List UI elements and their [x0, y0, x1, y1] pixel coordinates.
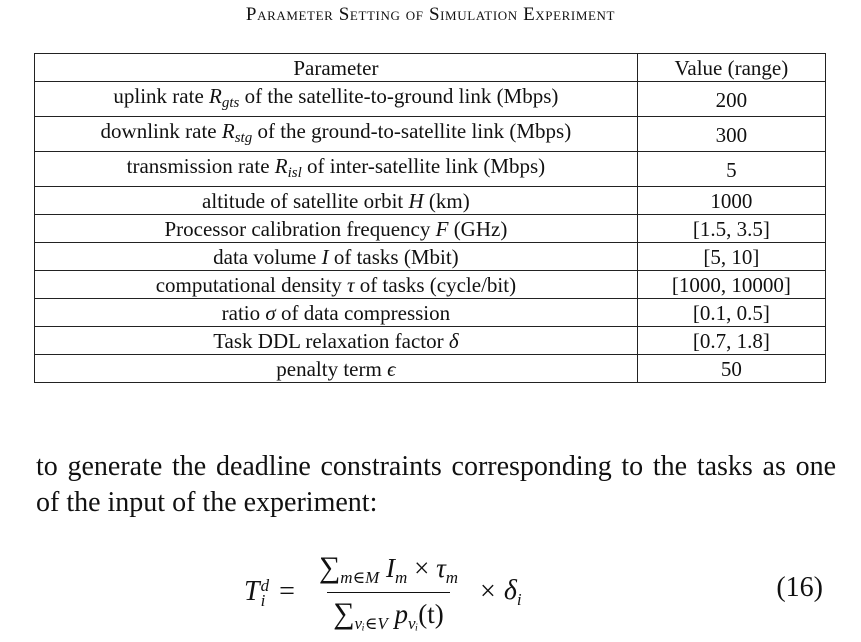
parameter-cell: transmission rate Risl of inter-satellit…: [34, 151, 638, 187]
eq-num-expr2-sub: m: [445, 567, 459, 587]
parameter-text: transmission rate: [126, 154, 275, 178]
body-paragraph: to generate the deadline constraints cor…: [36, 451, 836, 518]
parameter-text-suffix: of inter-satellite link (Mbps): [301, 154, 546, 178]
eq-times: ×: [480, 576, 496, 607]
parameter-cell: computational density τ of tasks (cycle/…: [34, 270, 638, 299]
eq-denominator: ∑vᵢ∈V pvᵢ(t): [327, 591, 450, 634]
parameter-cell: Processor calibration frequency F (GHz): [34, 214, 638, 243]
eq-fraction: ∑m∈M Im × τm ∑vᵢ∈V pvᵢ(t): [313, 551, 464, 634]
parameter-cell: Task DDL relaxation factor δ: [34, 326, 638, 355]
table-row: transmission rate Risl of inter-satellit…: [34, 151, 827, 187]
value-cell: [0.7, 1.8]: [636, 326, 827, 355]
parameter-symbol: R: [209, 84, 222, 108]
parameter-text: computational density: [155, 273, 348, 297]
table-row: downlink rate Rstg of the ground-to-sate…: [34, 116, 827, 152]
parameter-text-suffix: (km): [423, 189, 470, 213]
parameter-symbol: ϵ: [387, 357, 396, 381]
parameter-symbol: R: [221, 119, 235, 143]
header-value: Value (range): [636, 53, 827, 82]
table-row: Processor calibration frequency F (GHz)[…: [34, 214, 827, 243]
parameter-symbol: τ: [347, 273, 355, 297]
eq-num-expr: I: [386, 552, 396, 583]
equation-number: (16): [776, 572, 823, 603]
parameter-symbol-subscript: stg: [234, 130, 253, 146]
eq-lhs-sub: i: [260, 591, 266, 611]
value-cell: 300: [636, 116, 827, 152]
value-cell: [1000, 10000]: [636, 270, 827, 299]
parameter-cell: ratio σ of data compression: [34, 298, 638, 327]
parameter-text: ratio: [221, 301, 266, 325]
parameter-symbol-subscript: gts: [221, 95, 240, 111]
parameter-text: altitude of satellite orbit: [202, 189, 409, 213]
parameter-cell: downlink rate Rstg of the ground-to-sate…: [34, 116, 638, 152]
value-cell: 200: [636, 81, 827, 117]
parameter-text-suffix: of data compression: [275, 301, 451, 325]
eq-den-sigma: ∑: [333, 596, 355, 630]
parameter-cell: data volume I of tasks (Mbit): [34, 242, 638, 271]
parameter-text: Task DDL relaxation factor: [213, 329, 449, 353]
parameter-text: downlink rate: [100, 119, 222, 143]
parameter-cell: altitude of satellite orbit H (km): [34, 186, 638, 215]
table-row: data volume I of tasks (Mbit) [5, 10]: [34, 242, 827, 271]
parameter-symbol: H: [408, 189, 424, 213]
parameter-text: data volume: [213, 245, 322, 269]
table-row: penalty term ϵ 50: [34, 354, 827, 383]
parameter-symbol: R: [274, 154, 288, 178]
parameter-text-suffix: of the satellite-to-ground link (Mbps): [239, 84, 559, 108]
parameter-cell: uplink rate Rgts of the satellite-to-gro…: [34, 81, 638, 117]
value-cell: 5: [636, 151, 827, 187]
parameter-text-suffix: (GHz): [448, 217, 508, 241]
parameter-table: Parameter Value (range) uplink rate Rgts…: [34, 53, 827, 383]
table-caption: Parameter Setting of Simulation Experime…: [245, 4, 616, 25]
eq-numerator: ∑m∈M Im × τm: [313, 551, 464, 592]
eq-num-expr2: τ: [436, 552, 446, 583]
eq-den-expr-sub: vᵢ: [408, 613, 419, 633]
table-header-row: Parameter Value (range): [34, 53, 827, 82]
table-body: uplink rate Rgts of the satellite-to-gro…: [34, 81, 827, 383]
eq-rhs-symbol: δ: [503, 574, 517, 606]
parameter-symbol: δ: [448, 329, 459, 353]
table-row: computational density τ of tasks (cycle/…: [34, 270, 827, 299]
table-row: uplink rate Rgts of the satellite-to-gro…: [34, 81, 827, 117]
parameter-text: Processor calibration frequency: [164, 217, 436, 241]
table-row: ratio σ of data compression [0.1, 0.5]: [34, 298, 827, 327]
eq-num-sigma: ∑: [318, 550, 341, 584]
eq-lhs-sup: d: [260, 576, 270, 596]
parameter-symbol: I: [321, 245, 329, 269]
value-cell: [5, 10]: [636, 242, 827, 271]
table-row: Task DDL relaxation factor δ [0.7, 1.8]: [34, 326, 827, 355]
parameter-symbol: σ: [265, 301, 276, 325]
eq-lhs-symbol: T: [244, 575, 260, 607]
table-row: altitude of satellite orbit H (km) 1000: [34, 186, 827, 215]
eq-den-arg: (t): [418, 598, 444, 629]
eq-rhs: δi: [504, 575, 522, 610]
header-parameter: Parameter: [34, 53, 638, 82]
eq-rhs-sub: i: [516, 589, 522, 609]
value-cell: [1.5, 3.5]: [636, 214, 827, 243]
parameter-text-suffix: of tasks (cycle/bit): [354, 273, 517, 297]
eq-den-range: vᵢ∈V: [354, 613, 388, 633]
eq-num-expr-sub: m: [395, 567, 408, 587]
eq-equals: =: [279, 576, 295, 607]
eq-num-times: ×: [414, 552, 430, 583]
parameter-text: uplink rate: [113, 84, 210, 108]
parameter-text-suffix: of the ground-to-satellite link (Mbps): [252, 119, 572, 143]
parameter-text: penalty term: [276, 357, 388, 381]
eq-num-range: m∈M: [340, 567, 380, 587]
parameter-text-suffix: of tasks (Mbit): [328, 245, 459, 269]
parameter-cell: penalty term ϵ: [34, 354, 638, 383]
value-cell: 1000: [636, 186, 827, 215]
parameter-symbol-subscript: isl: [287, 165, 302, 181]
eq-den-expr: p: [394, 598, 409, 629]
value-cell: [0.1, 0.5]: [636, 298, 827, 327]
parameter-symbol: F: [435, 217, 449, 241]
value-cell: 50: [636, 354, 827, 383]
